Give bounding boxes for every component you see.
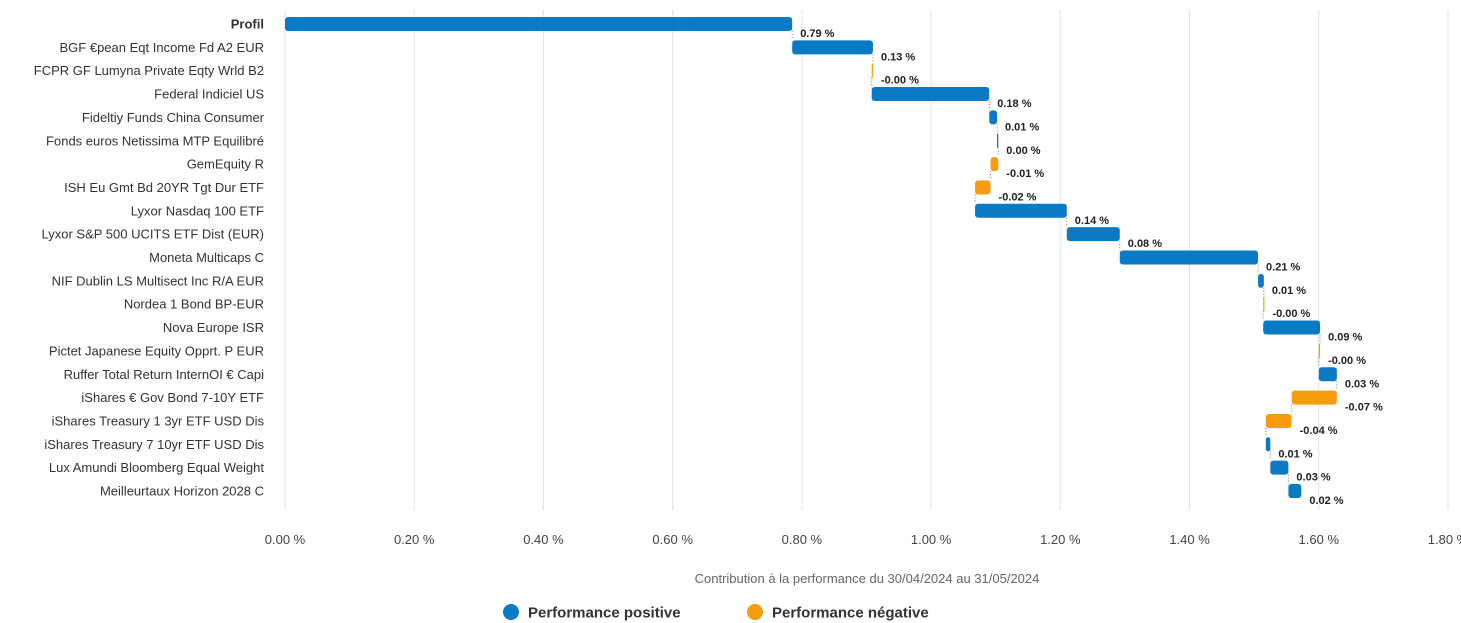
category-label: ISH Eu Gmt Bd 20YR Tgt Dur ETF [64,180,264,195]
bar [1318,367,1337,382]
category-label: Fideltiy Funds China Consumer [82,110,265,125]
bar [990,157,999,172]
x-tick-label: 0.40 % [523,532,564,547]
value-label: -0.07 % [1345,402,1383,414]
category-label: Ruffer Total Return InternOI € Capi [64,367,265,382]
value-label: 0.79 % [800,28,834,40]
bar [1066,227,1120,242]
bar [975,180,991,195]
value-label: 0.09 % [1328,332,1362,344]
bar [1291,390,1337,405]
bar [285,17,793,31]
bar [1119,250,1259,265]
value-labels: 0.79 % 0.13 % -0.00 % 0.18 % 0.01 % 0.00 % -0.… [800,28,1383,507]
category-label: GemEquity R [187,157,264,172]
bar [1263,320,1321,335]
x-tick-label: 1.80 % [1428,532,1461,547]
bar [1288,484,1302,498]
bar [1265,437,1271,452]
category-label: Fonds euros Netissima MTP Equilibré [46,133,264,148]
bar [989,110,998,125]
category-label: NIF Dublin LS Multisect Inc R/A EUR [52,273,264,288]
category-label: iShares Treasury 7 10yr ETF USD Dis [44,437,264,452]
bar [871,63,873,78]
bar [975,203,1067,218]
bar [1265,413,1292,428]
category-label: Lyxor S&P 500 UCITS ETF Dist (EUR) [42,227,265,242]
value-label: -0.02 % [999,191,1037,203]
category-label: FCPR GF Lumyna Private Eqty Wrld B2 [34,63,264,78]
category-label: Lyxor Nasdaq 100 ETF [131,203,264,218]
x-axis-title: Contribution à la performance du 30/04/2… [695,571,1040,586]
bar [997,133,999,148]
category-label: Nova Europe ISR [163,320,264,335]
bar [1263,297,1265,312]
x-tick-label: 1.20 % [1040,532,1081,547]
x-tick-label: 1.00 % [911,532,952,547]
value-label: -0.00 % [1272,308,1310,320]
value-label: 0.08 % [1128,238,1162,250]
value-label: 0.03 % [1345,378,1379,390]
x-tick-label: 1.60 % [1299,532,1340,547]
value-label: 0.00 % [1006,145,1040,157]
value-label: 0.02 % [1309,495,1343,507]
x-axis-ticks: 0.00 % 0.20 % 0.40 % 0.60 % 0.80 % 1.00 % 1.20… [265,532,1461,547]
legend-marker [747,604,763,620]
category-label: Profil [231,17,264,32]
legend: Performance positive Performance négative [503,604,929,622]
bar [1258,273,1264,288]
category-label: iShares € Gov Bond 7-10Y ETF [81,390,264,405]
category-label: Moneta Multicaps C [149,250,264,265]
category-label: Lux Amundi Bloomberg Equal Weight [49,460,264,475]
bar [1318,343,1321,358]
bar [871,87,990,102]
value-label: -0.04 % [1300,425,1338,437]
bars [285,17,1337,498]
x-tick-label: 0.20 % [394,532,435,547]
category-label: BGF €pean Eqt Income Fd A2 EUR [60,40,265,55]
value-label: 0.18 % [997,98,1031,110]
value-label: 0.01 % [1005,121,1039,133]
category-label: Nordea 1 Bond BP-EUR [124,297,264,312]
category-label: Meilleurtaux Horizon 2028 C [100,484,264,499]
x-tick-label: 0.00 % [265,532,306,547]
value-label: 0.14 % [1075,215,1109,227]
category-label: iShares Treasury 1 3yr ETF USD Dis [52,413,265,428]
bar [1270,460,1289,475]
value-label: 0.01 % [1278,448,1312,460]
bar [792,40,873,55]
x-tick-label: 0.80 % [782,532,823,547]
value-label: 0.13 % [881,51,915,63]
category-label: Pictet Japanese Equity Opprt. P EUR [49,343,264,358]
value-label: 0.03 % [1296,472,1330,484]
x-tick-label: 0.60 % [652,532,693,547]
category-labels: Profil BGF €pean Eqt Income Fd A2 EUR FCPR… [34,17,265,499]
value-label: -0.00 % [1328,355,1366,367]
value-label: 0.01 % [1272,285,1306,297]
legend-label: Performance positive [528,605,681,622]
x-tick-label: 1.40 % [1169,532,1210,547]
value-label: 0.21 % [1266,262,1300,274]
grid-lines [284,10,1449,510]
value-label: -0.00 % [881,75,919,87]
legend-label: Performance négative [772,605,929,622]
category-label: Federal Indiciel US [154,87,264,102]
value-label: -0.01 % [1006,168,1044,180]
legend-marker [503,604,519,620]
